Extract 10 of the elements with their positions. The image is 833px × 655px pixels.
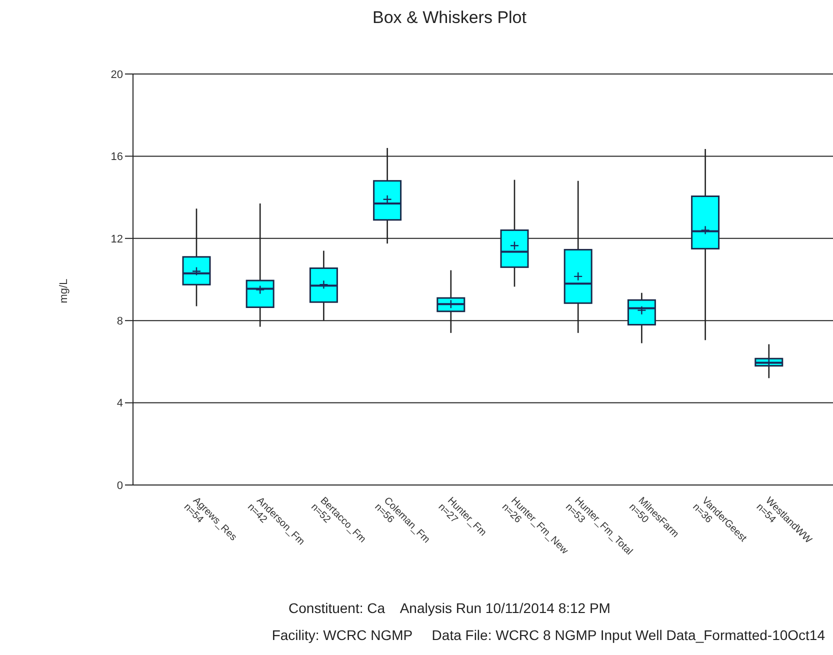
text: Constituent: Ca Analysis Run 10/11/2014 8:12 PM: [288, 600, 612, 616]
y-tick-label: 8: [116, 316, 123, 328]
text: Facility: WCRC NGMP Data File: WCRC 8 NGMP Input Well Data_Formatted-10Oct14: [270, 627, 825, 643]
y-tick-label: 4: [116, 398, 123, 410]
y-tick-label: 12: [110, 233, 123, 246]
y-axis-title: mg/L: [58, 278, 70, 304]
chart-title: Box & Whiskers Plot: [372, 8, 528, 28]
y-tick-label: 20: [110, 68, 123, 81]
y-tick-label: 16: [110, 151, 123, 164]
y-tick-label: 0: [116, 480, 123, 492]
